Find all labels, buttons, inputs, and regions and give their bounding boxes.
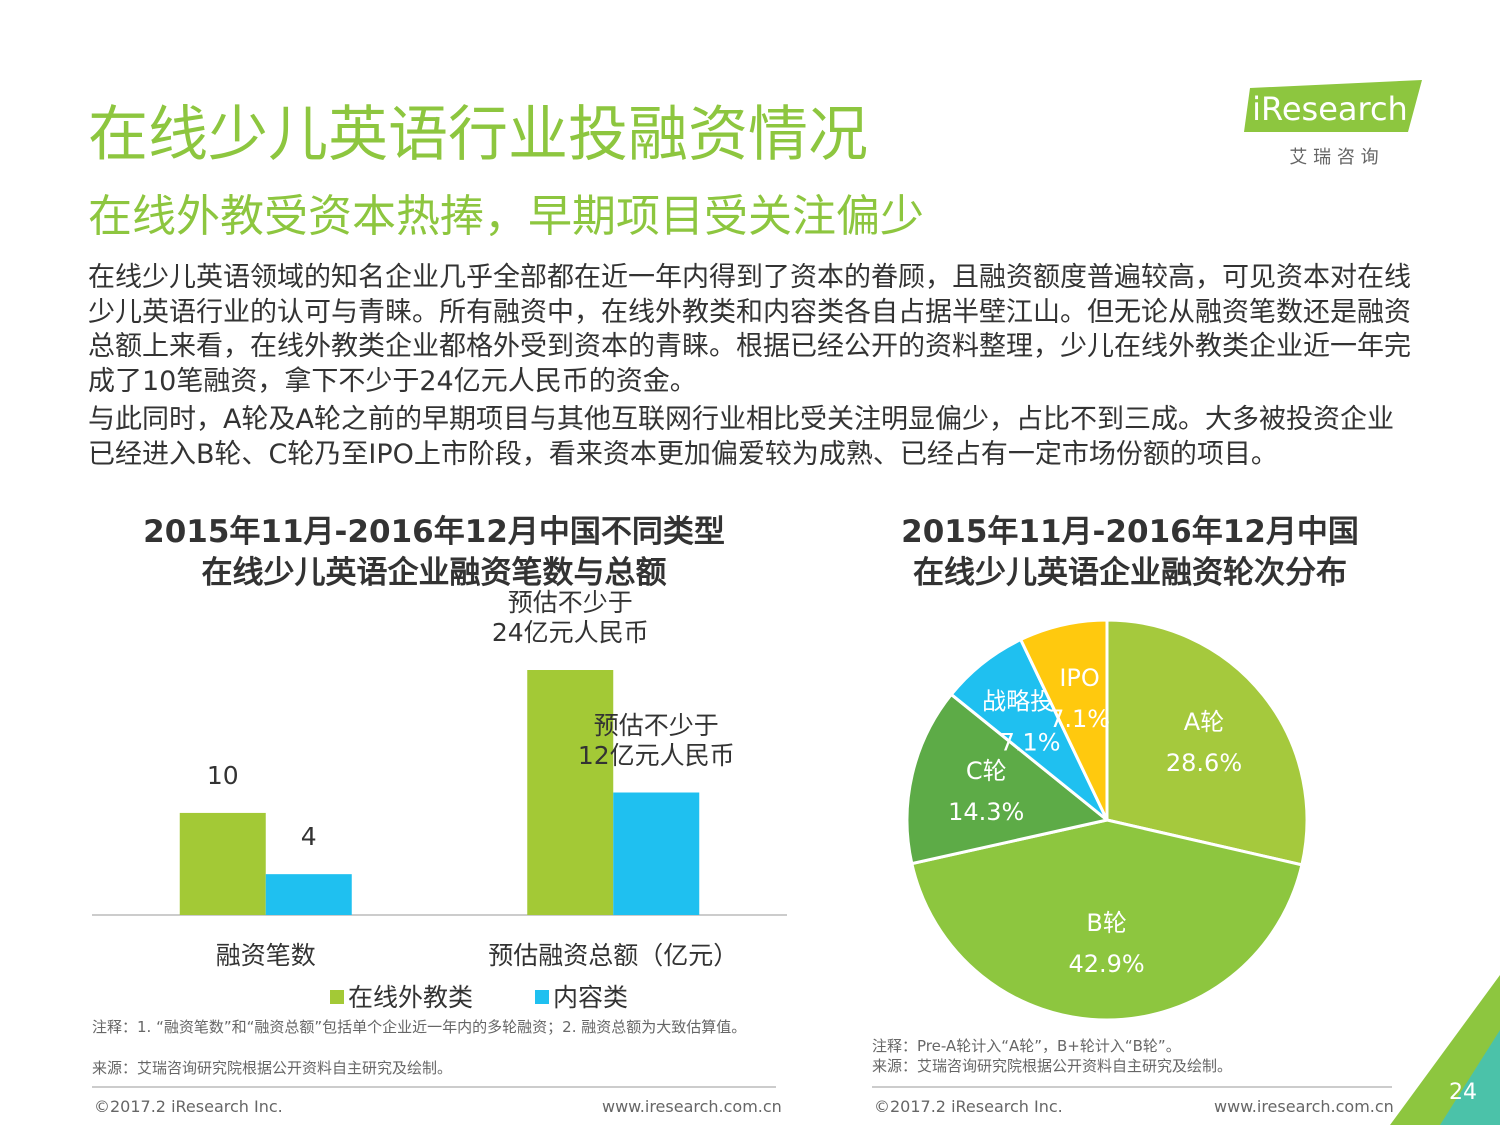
- chart-title: 2015年11月-2016年12月中国不同类型 在线少儿英语企业融资笔数与总额: [143, 514, 725, 591]
- page-title: 在线少儿英语行业投融资情况: [88, 100, 868, 170]
- data-label: 预估不少于 24亿元人民币: [491, 588, 649, 647]
- slice-label: B轮: [1086, 909, 1126, 937]
- copyright: ©2017.2 iResearch Inc.: [874, 1097, 1063, 1116]
- chart-source: 来源：艾瑞咨询研究院根据公开资料自主研究及绘制。: [92, 1059, 453, 1077]
- legend-swatch: [535, 990, 549, 1004]
- data-label: 预估不少于 12亿元人民币: [577, 710, 735, 770]
- pie-slice: [910, 818, 1304, 1022]
- pie-slice: [1018, 618, 1109, 821]
- page-subtitle: 在线外教受资本热捧，早期项目受关注偏少: [88, 191, 924, 242]
- slice-value-label: 14.3%: [948, 798, 1024, 826]
- bar: [613, 792, 700, 915]
- pie-slice: [1105, 618, 1309, 867]
- slice-value-label: 28.6%: [1166, 749, 1242, 777]
- chart-note: 注释：Pre-A轮计入“A轮”，B+轮计入“B轮”。: [872, 1037, 1181, 1055]
- data-label: 4: [300, 822, 317, 852]
- chart-source: 来源：艾瑞咨询研究院根据公开资料自主研究及绘制。: [872, 1057, 1233, 1075]
- logo-tagline: 艾 瑞 咨 询: [1289, 147, 1378, 168]
- chart-title: 2015年11月-2016年12月中国 在线少儿英语企业融资轮次分布: [901, 514, 1359, 591]
- legend-swatch: [330, 990, 344, 1004]
- logo-badge: [1244, 80, 1422, 132]
- copyright: ©2017.2 iResearch Inc.: [94, 1097, 283, 1116]
- pie-slice: [905, 692, 1111, 866]
- slice-label: C轮: [966, 757, 1007, 785]
- x-tick-label: 融资笔数: [216, 941, 316, 970]
- bar: [527, 670, 614, 915]
- slice-value-label: 7.1%: [1049, 705, 1110, 733]
- slice-value-label: 42.9%: [1068, 950, 1144, 978]
- body-paragraph: 在线少儿英语领域的知名企业几乎全部都在近一年内得到了资本的眷顾，且融资额度普遍较…: [88, 262, 1411, 397]
- slice-label: IPO: [1059, 664, 1099, 692]
- legend-label: 在线外教类: [348, 983, 473, 1012]
- body-paragraph: 与此同时，A轮及A轮之前的早期项目与其他互联网行业相比受关注明显偏少，占比不到三…: [88, 404, 1394, 470]
- chart-note: 注释：1. “融资笔数”和“融资总额”包括单个企业近一年内的多轮融资；2. 融资…: [92, 1018, 747, 1036]
- data-label: 10: [206, 760, 239, 790]
- website: www.iresearch.com.cn: [602, 1097, 782, 1116]
- legend-label: 内容类: [553, 983, 628, 1012]
- slice-value-label: 7.1%: [1000, 729, 1061, 757]
- bar: [179, 812, 266, 915]
- x-tick-label: 预估融资总额（亿元）: [488, 941, 738, 970]
- logo-brand: iResearch: [1252, 90, 1408, 128]
- page-number: 24: [1449, 1080, 1477, 1105]
- website: www.iresearch.com.cn: [1214, 1097, 1394, 1116]
- slice-label: A轮: [1184, 708, 1224, 736]
- corner-decoration: [1440, 1030, 1500, 1125]
- bar: [265, 874, 352, 915]
